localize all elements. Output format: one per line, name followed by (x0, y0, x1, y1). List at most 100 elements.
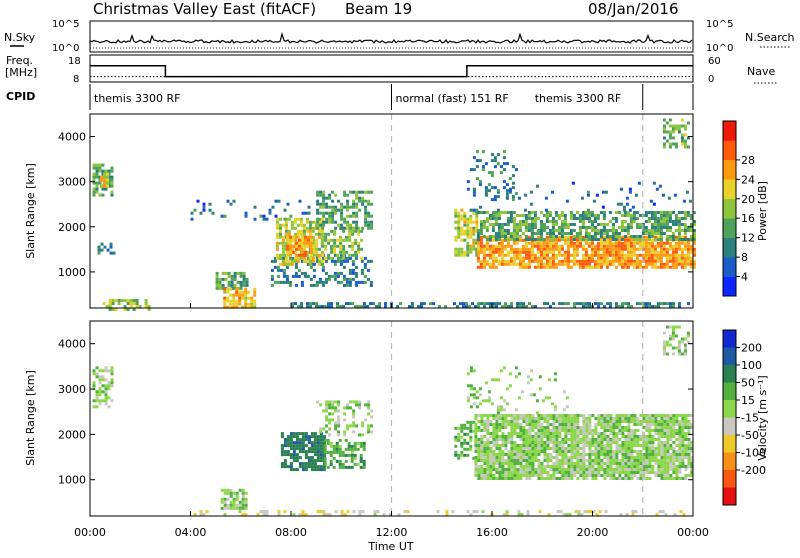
data-cell (342, 256, 346, 260)
data-cell (319, 205, 323, 209)
data-cell (671, 328, 675, 332)
data-cell (95, 175, 99, 179)
data-cell (369, 283, 373, 287)
data-cell (348, 268, 352, 272)
data-cell (320, 217, 324, 221)
data-cell (106, 178, 109, 182)
data-cell (147, 308, 151, 311)
data-cell (627, 444, 631, 447)
data-cell (645, 459, 649, 462)
data-cell (567, 447, 571, 450)
data-cell (312, 274, 316, 278)
data-cell (273, 259, 277, 263)
data-cell (674, 229, 678, 232)
data-cell (538, 387, 542, 391)
data-cell (495, 453, 499, 456)
data-cell (513, 468, 517, 471)
data-cell (584, 214, 588, 217)
data-cell (630, 444, 634, 447)
data-cell (542, 247, 546, 251)
data-cell (497, 244, 501, 248)
data-cell (627, 465, 631, 468)
data-cell (681, 450, 685, 453)
data-cell (524, 250, 528, 254)
data-cell (275, 226, 279, 230)
data-cell (474, 450, 478, 453)
data-cell (290, 223, 294, 227)
data-cell (469, 429, 473, 433)
data-cell (612, 423, 616, 426)
data-cell (671, 127, 675, 131)
data-cell (582, 305, 585, 309)
data-cell (292, 459, 296, 463)
data-cell (660, 456, 664, 459)
data-cell (354, 283, 358, 287)
data-cell (286, 244, 289, 248)
data-cell (382, 513, 386, 517)
data-cell (286, 250, 289, 254)
data-cell (576, 447, 580, 450)
data-cell (317, 262, 321, 266)
data-cell (641, 247, 645, 251)
data-cell (615, 435, 619, 438)
data-cell (301, 447, 305, 451)
data-cell (333, 232, 337, 236)
data-cell (681, 432, 685, 435)
data-cell (319, 468, 323, 472)
data-cell (666, 414, 670, 417)
data-cell (665, 262, 669, 266)
data-cell (579, 414, 583, 417)
data-cell (107, 387, 111, 391)
data-cell (585, 420, 589, 423)
data-cell (480, 468, 484, 471)
data-cell (506, 244, 510, 248)
data-cell (472, 402, 476, 406)
data-cell (334, 205, 338, 209)
data-cell (106, 181, 109, 185)
data-cell (250, 305, 254, 309)
data-cell (501, 444, 505, 447)
data-cell (247, 296, 251, 300)
data-cell (516, 462, 520, 465)
data-cell (564, 450, 568, 453)
data-cell (289, 253, 292, 257)
data-cell (232, 506, 236, 510)
colorbar-swatch (723, 435, 736, 453)
data-cell (522, 441, 526, 444)
data-cell (596, 229, 600, 232)
data-cell (92, 181, 96, 185)
data-cell (666, 465, 670, 468)
data-cell (346, 510, 350, 514)
data-cell (348, 238, 352, 242)
data-cell (650, 244, 654, 248)
data-cell (230, 274, 234, 278)
data-cell (644, 235, 648, 239)
data-cell (364, 223, 368, 227)
data-cell (668, 325, 672, 329)
data-cell (641, 235, 645, 239)
data-cell (507, 462, 511, 465)
data-cell (479, 247, 483, 251)
data-cell (528, 435, 532, 438)
data-cell (491, 238, 495, 242)
data-cell (302, 259, 306, 263)
data-cell (563, 220, 567, 223)
data-cell (524, 235, 528, 238)
data-cell (626, 211, 630, 214)
data-cell (669, 302, 672, 306)
data-cell (496, 411, 500, 415)
data-cell (361, 421, 365, 425)
data-cell (675, 459, 679, 462)
data-cell (497, 223, 501, 226)
data-cell (564, 426, 568, 429)
data-cell (552, 447, 556, 450)
data-cell (284, 226, 288, 230)
data-cell (492, 435, 496, 438)
data-cell (539, 220, 543, 223)
data-cell (629, 226, 633, 229)
data-cell (510, 465, 514, 468)
data-cell (510, 477, 514, 480)
data-cell (566, 247, 570, 251)
data-cell (340, 226, 344, 230)
colorbar-tick-label: -100 (741, 447, 766, 460)
